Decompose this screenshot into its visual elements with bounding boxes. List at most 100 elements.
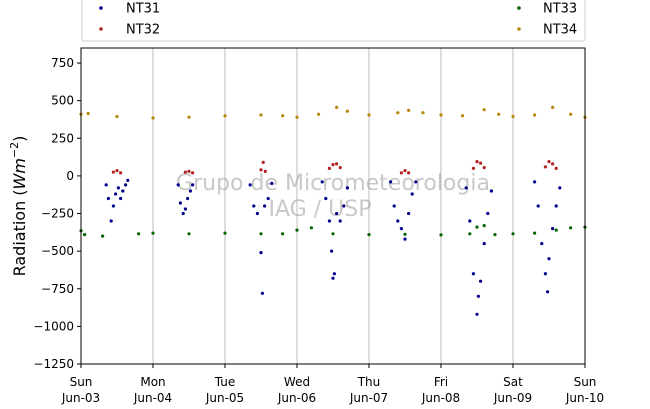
point-nt31 xyxy=(464,186,468,190)
x-axis-ticks: Sun Jun-03 Mon Jun-04 Tue Jun-05 Wed Jun-06 Thu J… xyxy=(61,364,604,405)
series-nt33 xyxy=(79,224,587,238)
legend-box xyxy=(81,0,586,42)
point-nt33 xyxy=(403,232,407,236)
point-nt32 xyxy=(543,165,548,169)
x-tick-date: Jun-06 xyxy=(277,391,316,405)
point-nt34 xyxy=(86,111,90,116)
point-nt34 xyxy=(461,114,465,118)
series-nt34 xyxy=(79,105,587,120)
point-nt31 xyxy=(109,219,113,223)
point-nt31 xyxy=(554,204,558,208)
point-nt31 xyxy=(183,207,187,211)
point-nt31 xyxy=(176,183,180,187)
point-nt31 xyxy=(338,219,342,223)
y-tick-label: 250 xyxy=(51,131,74,145)
point-nt34 xyxy=(187,115,191,119)
point-nt31 xyxy=(320,180,324,184)
point-nt34 xyxy=(295,115,299,119)
point-nt33 xyxy=(83,233,87,237)
point-nt31 xyxy=(116,186,120,190)
point-nt33 xyxy=(367,233,371,237)
x-tick-date: Jun-04 xyxy=(133,391,172,405)
point-nt32 xyxy=(327,166,331,170)
point-nt32 xyxy=(187,169,191,173)
point-nt31 xyxy=(345,186,349,190)
point-nt31 xyxy=(540,242,544,246)
point-nt34 xyxy=(223,114,227,118)
point-nt34 xyxy=(335,105,339,109)
point-nt31 xyxy=(111,204,115,208)
point-nt31 xyxy=(533,180,537,184)
y-tick-label: −1250 xyxy=(33,357,74,371)
point-nt31 xyxy=(188,189,192,193)
point-nt33 xyxy=(187,232,191,236)
point-nt32 xyxy=(403,169,407,173)
x-tick-weekday: Wed xyxy=(284,375,310,389)
point-nt32 xyxy=(399,171,403,175)
point-nt32 xyxy=(471,166,475,170)
data-points xyxy=(79,105,587,316)
point-nt31 xyxy=(121,189,125,193)
point-nt32 xyxy=(115,169,119,173)
point-nt31 xyxy=(270,181,274,185)
point-nt31 xyxy=(543,272,548,276)
point-nt33 xyxy=(554,228,558,232)
point-nt31 xyxy=(486,211,490,216)
point-nt34 xyxy=(345,109,349,113)
x-tick-weekday: Sat xyxy=(503,375,523,389)
point-nt31 xyxy=(331,276,335,280)
point-nt31 xyxy=(482,242,486,246)
series-nt32 xyxy=(111,160,558,175)
y-axis-label: Radiation (Wm−2) xyxy=(8,136,29,277)
point-nt31 xyxy=(403,237,407,241)
point-nt32 xyxy=(331,163,335,167)
point-nt31 xyxy=(248,183,252,187)
y-tick-label: 0 xyxy=(66,169,74,183)
point-nt32 xyxy=(261,160,265,164)
legend-label-nt31: NT31 xyxy=(126,2,160,17)
point-nt34 xyxy=(151,116,155,120)
watermark: Grupo de Micrometeorologia IAG / USP xyxy=(176,171,490,222)
x-tick-date: Jun-07 xyxy=(349,391,388,405)
point-nt34 xyxy=(367,113,371,117)
point-nt31 xyxy=(252,204,256,208)
point-nt31 xyxy=(119,196,123,201)
point-nt33 xyxy=(482,224,486,228)
point-nt31 xyxy=(392,204,396,208)
point-nt31 xyxy=(410,192,414,196)
point-nt34 xyxy=(259,113,263,117)
point-nt31 xyxy=(335,211,339,216)
point-nt34 xyxy=(511,114,515,119)
point-nt31 xyxy=(124,183,128,187)
point-nt33 xyxy=(281,232,285,236)
point-nt31 xyxy=(255,211,259,216)
point-nt34 xyxy=(115,114,119,119)
point-nt32 xyxy=(335,162,339,166)
point-nt34 xyxy=(551,105,555,109)
point-nt34 xyxy=(317,112,321,116)
point-nt31 xyxy=(551,227,555,231)
point-nt31 xyxy=(114,192,118,196)
legend-marker-nt34 xyxy=(517,27,521,31)
y-tick-label: −250 xyxy=(41,207,74,221)
point-nt31 xyxy=(468,219,472,223)
point-nt34 xyxy=(281,114,285,118)
point-nt33 xyxy=(151,231,155,235)
point-nt31 xyxy=(332,272,336,276)
y-axis-ticks: 750 500 250 0 −250 −500 −750 −1000 −1250 xyxy=(33,56,81,371)
point-nt32 xyxy=(183,170,187,174)
plot-frame xyxy=(80,47,586,365)
point-nt32 xyxy=(263,169,267,173)
point-nt32 xyxy=(547,160,551,164)
series-nt31 xyxy=(104,178,562,316)
point-nt31 xyxy=(399,227,403,231)
watermark-line-2: IAG / USP xyxy=(269,197,372,222)
point-nt31 xyxy=(327,219,331,223)
point-nt32 xyxy=(191,171,195,175)
point-nt33 xyxy=(569,226,573,230)
legend-marker-nt32 xyxy=(99,27,103,31)
x-tick-date: Jun-08 xyxy=(421,391,460,405)
point-nt31 xyxy=(263,204,267,208)
x-tick-weekday: Fri xyxy=(434,375,448,389)
point-nt31 xyxy=(414,180,418,184)
